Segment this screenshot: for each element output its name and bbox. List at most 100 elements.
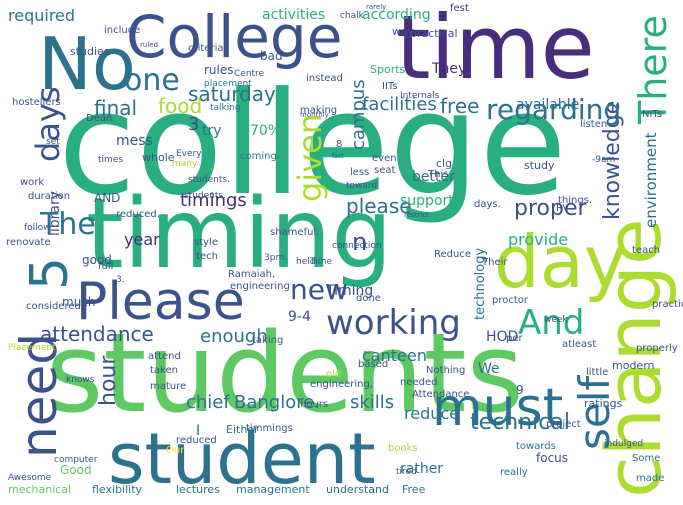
word-old: old: [326, 369, 342, 380]
word-practically: practically: [652, 299, 683, 310]
word-canteen: canteen: [362, 346, 427, 365]
word-considered: considered: [26, 301, 81, 312]
word-way: way: [392, 25, 415, 38]
word-toward: toward: [346, 181, 378, 191]
word-listen: listen: [580, 119, 608, 130]
word-IITs: IITs: [382, 81, 398, 92]
word-bad: bad: [260, 49, 283, 63]
word-according: according: [362, 7, 431, 23]
word-things: things.: [558, 195, 593, 206]
word-shameful: shameful.: [270, 227, 320, 238]
word-given: given: [291, 113, 329, 202]
word-indulged: indulged: [604, 439, 644, 449]
word-Either: Either: [226, 423, 259, 436]
word-Dean: Dean: [86, 113, 113, 124]
word-eight: 8: [336, 139, 343, 150]
word-AND: AND: [94, 191, 121, 205]
word-mess: mess: [116, 133, 153, 149]
word-Timing: Timing: [326, 283, 374, 299]
word-mechanical: mechanical: [8, 483, 72, 496]
word-criteria: criteria: [188, 43, 224, 54]
word-College: College: [126, 3, 343, 71]
word-taking: taking: [252, 335, 284, 346]
word-study: study: [524, 159, 555, 172]
word-hours: hours: [300, 399, 329, 410]
word-rather: rather: [400, 461, 444, 477]
word-I: I: [196, 423, 201, 439]
word-No: No: [38, 22, 136, 106]
word-computer: computer: [54, 455, 98, 465]
word-days2: days.: [474, 199, 501, 210]
word-better: better: [412, 169, 455, 185]
word-Please: Please: [76, 272, 245, 332]
word-Nothing: Nothing: [426, 365, 466, 376]
word-week: week: [544, 315, 568, 325]
word-students3: students.: [188, 175, 230, 185]
word-NITs: NITs: [642, 109, 663, 120]
word-nineFour: 9-4: [288, 309, 311, 325]
word-include: include: [104, 25, 141, 36]
word-regarding: regarding: [486, 93, 622, 126]
word-knows: knows: [66, 375, 95, 385]
word-ruled: ruled: [140, 41, 159, 49]
word-based: based: [358, 359, 389, 370]
word-student: student: [108, 418, 376, 500]
word-much: much: [62, 295, 96, 309]
word-practical: practical: [410, 27, 458, 40]
word-new: new: [290, 273, 348, 306]
word-placement: placement: [204, 79, 252, 89]
word-Their: Their: [482, 257, 508, 268]
word-management: management: [236, 483, 310, 496]
word-set: set: [46, 137, 60, 147]
word-Good: Good: [60, 463, 92, 477]
word-Placement: Placement: [8, 343, 56, 353]
word-The: The: [40, 207, 96, 242]
word-reduce: reduce: [404, 404, 460, 423]
word-style: style: [194, 237, 218, 248]
word-Ramaiah: Ramaiah,: [228, 269, 276, 280]
word-monthly: monthly: [300, 111, 329, 119]
word-provide: provide: [508, 230, 569, 249]
word-hostellers: hostellers: [12, 97, 61, 108]
word-per: per: [506, 333, 523, 344]
word-towards: towards: [516, 441, 556, 452]
word-restricted: restrict: [404, 211, 429, 219]
word-three: 3: [188, 114, 200, 135]
word-understand: understand: [326, 483, 389, 496]
word-tired: tired: [396, 467, 417, 477]
word-held: held: [296, 257, 316, 267]
word-clg: clg: [436, 157, 453, 170]
word-please: please: [346, 194, 412, 218]
word-enough: enough: [200, 326, 268, 347]
word-coming: coming: [240, 151, 277, 162]
word-We: We: [478, 361, 500, 377]
word-talking: talking: [210, 103, 241, 113]
word-renovate: renovate: [6, 237, 51, 248]
word-less: less: [350, 167, 370, 178]
word-college: college: [58, 62, 567, 227]
word-making: making: [300, 105, 338, 116]
word-proper: proper: [514, 196, 587, 221]
word-fest: fest: [450, 3, 469, 14]
word-year: year: [124, 230, 160, 249]
word-There: There: [631, 15, 675, 124]
word-really: really: [500, 467, 528, 478]
word-n: n: [352, 228, 368, 256]
word-reduced: reduced,: [116, 209, 160, 220]
word-tech: tech: [196, 251, 218, 262]
word-instead: instead: [306, 73, 343, 84]
word-ratings: ratings: [584, 397, 623, 410]
word-required: required: [8, 6, 76, 25]
word-facilities: facilities: [362, 94, 437, 115]
word-threepm: 3pm.: [264, 253, 288, 263]
word-working: working: [326, 303, 461, 343]
word-many: many: [172, 159, 198, 169]
word-They: They: [432, 61, 467, 77]
word-skills: skills: [350, 392, 395, 413]
word-rarely: rarely: [366, 3, 387, 11]
word-seat: seat: [374, 165, 396, 176]
word-project: project: [546, 419, 581, 430]
word-food: food: [158, 94, 203, 118]
word-RV: RV: [556, 203, 570, 214]
word-little: little: [586, 367, 609, 378]
